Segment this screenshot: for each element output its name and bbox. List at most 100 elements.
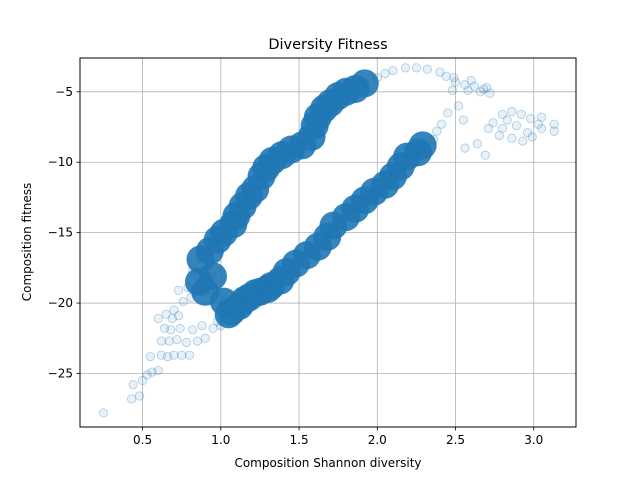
data-point [275, 275, 285, 286]
data-point [482, 82, 492, 93]
data-point [239, 295, 249, 305]
plot-frame [79, 57, 577, 428]
data-point [479, 84, 489, 94]
data-point [502, 115, 512, 125]
data-point [238, 201, 248, 211]
data-point [261, 163, 271, 173]
data-point [219, 297, 229, 307]
y-tick-label: −25 [48, 366, 73, 380]
data-point [306, 132, 317, 142]
data-point [266, 281, 276, 291]
data-point [526, 113, 536, 124]
data-point [166, 325, 176, 335]
data-point [255, 287, 265, 297]
data-point [422, 64, 432, 74]
data-point [549, 126, 559, 136]
x-tick-label: 1.0 [211, 433, 230, 447]
data-point [360, 195, 370, 205]
data-point [195, 254, 206, 265]
data-point [333, 91, 343, 101]
data-point [178, 297, 188, 307]
data-point [267, 156, 278, 166]
data-point [341, 212, 351, 222]
data-point [443, 108, 453, 118]
data-point [231, 211, 242, 221]
data-point [469, 81, 479, 91]
data-point [388, 171, 398, 181]
data-point [411, 63, 422, 73]
data-point [173, 285, 184, 295]
data-point [175, 323, 185, 334]
data-point [388, 66, 398, 76]
data-point [167, 313, 177, 324]
data-point [227, 306, 237, 317]
data-point [147, 367, 157, 377]
data-point [250, 184, 260, 194]
data-point [183, 282, 193, 293]
data-point [228, 219, 238, 229]
data-point [153, 366, 163, 376]
data-point [418, 140, 428, 150]
data-point [263, 284, 273, 294]
x-tick-label: 2.0 [368, 433, 387, 447]
x-tick-label: 0.5 [133, 433, 152, 447]
data-point [494, 130, 504, 141]
data-point [302, 250, 312, 260]
data-point [369, 187, 379, 197]
data-point [450, 77, 461, 87]
y-tick-label: −10 [48, 155, 73, 169]
x-axis-ticks: 0.5 1.0 1.5 2.0 2.5 3.0 [133, 427, 543, 447]
data-point [549, 119, 559, 129]
data-point [145, 351, 156, 362]
data-point [181, 337, 191, 348]
data-point [435, 67, 445, 77]
data-point [192, 336, 202, 346]
data-point [313, 112, 323, 122]
data-point [161, 309, 171, 319]
data-point [341, 87, 351, 97]
data-point [216, 320, 226, 331]
x-tick-label: 2.5 [446, 433, 465, 447]
data-point [184, 350, 195, 360]
data-point [436, 119, 447, 129]
data-point [159, 323, 170, 334]
data-point [169, 350, 179, 360]
y-axis-ticks: −25 −20 −15 −10 −5 [48, 85, 80, 380]
data-point [413, 147, 423, 157]
data-point [325, 98, 335, 108]
point-cluster [350, 69, 379, 98]
data-point [98, 408, 109, 418]
data-point [250, 288, 260, 298]
data-point [244, 191, 254, 201]
data-point [483, 123, 493, 134]
data-point [466, 75, 476, 86]
data-point [372, 73, 382, 83]
data-point [533, 119, 544, 129]
y-axis-label: Composition fitness [20, 183, 34, 302]
data-point [511, 121, 522, 131]
data-point [460, 80, 470, 90]
y-tick-label: −15 [48, 226, 73, 240]
x-tick-label: 3.0 [524, 433, 543, 447]
data-point [164, 336, 174, 346]
data-point [213, 316, 223, 326]
data-point [458, 115, 468, 125]
data-point [449, 73, 459, 83]
data-point [281, 267, 292, 277]
data-point [328, 220, 339, 231]
data-point [322, 232, 332, 242]
data-point [137, 375, 148, 386]
data-point [213, 235, 223, 245]
data-point [396, 161, 406, 172]
data-point [472, 139, 483, 149]
data-point [177, 350, 187, 360]
data-point [224, 309, 234, 319]
data-point [480, 150, 490, 160]
data-point [460, 143, 470, 153]
data-point [432, 126, 442, 136]
data-point [488, 118, 498, 128]
data-point [497, 109, 508, 119]
data-point [497, 123, 508, 134]
data-point [536, 123, 547, 134]
data-point [310, 121, 320, 131]
